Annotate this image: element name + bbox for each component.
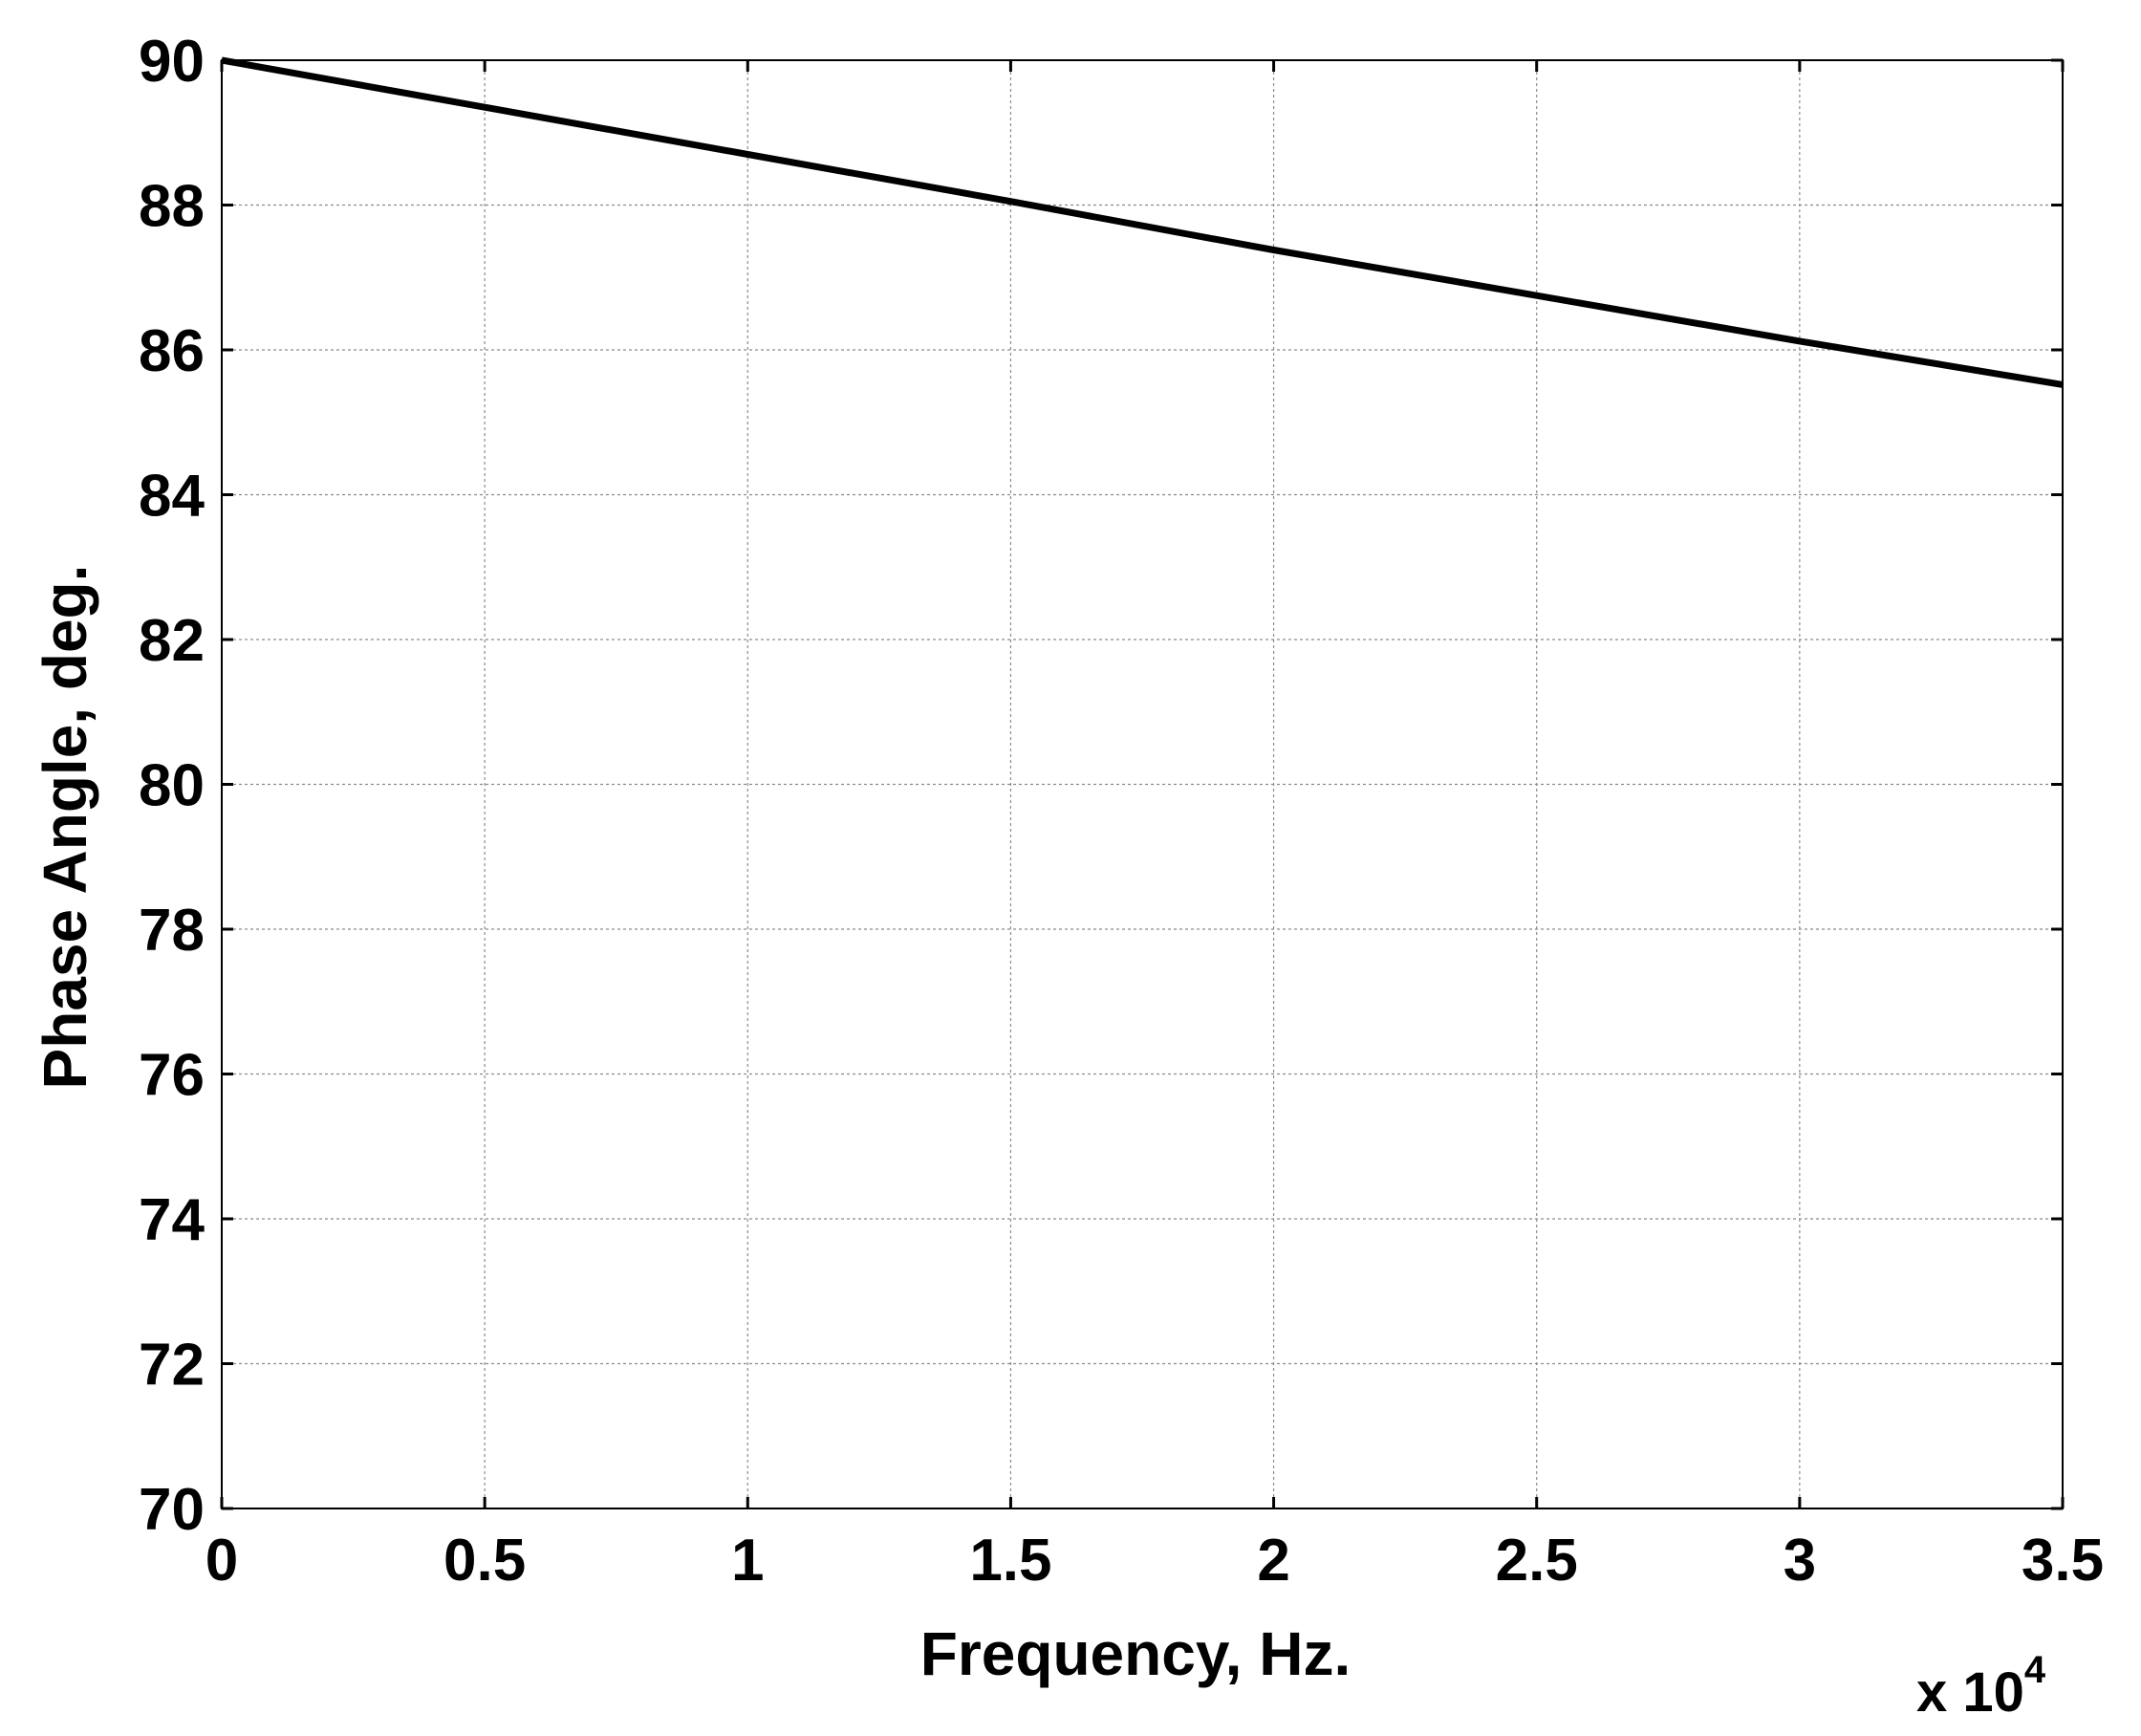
y-tick-labels: 70 72 74 76 78 80 82 84 86 88 90 xyxy=(139,29,205,1543)
x-tick-label: 3.5 xyxy=(2022,1528,2104,1594)
y-axis-label: Phase Angle, deg. xyxy=(31,565,99,1090)
y-tick-label: 80 xyxy=(139,753,205,819)
y-tick-label: 74 xyxy=(139,1187,205,1253)
x-multiplier-exponent: 4 xyxy=(2024,1649,2046,1691)
x-tick-label: 2 xyxy=(1257,1528,1289,1594)
y-tick-label: 70 xyxy=(139,1477,205,1543)
y-tick-label: 90 xyxy=(139,29,205,95)
x-tick-label: 1 xyxy=(731,1528,764,1594)
x-multiplier-label: x 104 xyxy=(1916,1649,2046,1724)
y-tick-label: 78 xyxy=(139,898,205,964)
y-tick-label: 88 xyxy=(139,174,205,240)
y-tick-label: 86 xyxy=(139,318,205,384)
x-tick-label: 1.5 xyxy=(969,1528,1051,1594)
x-tick-label: 0.5 xyxy=(443,1528,526,1594)
x-tick-label: 2.5 xyxy=(1496,1528,1578,1594)
x-tick-labels: 0 0.5 1 1.5 2 2.5 3 3.5 xyxy=(205,1528,2104,1594)
grid-lines xyxy=(222,60,2063,1508)
tick-marks xyxy=(220,58,2065,1510)
series-line xyxy=(221,56,2064,388)
plot-frame xyxy=(221,59,2064,1509)
x-tick-label: 3 xyxy=(1784,1528,1816,1594)
series-layer xyxy=(221,56,2064,388)
x-tick-label: 0 xyxy=(205,1528,238,1594)
y-tick-label: 82 xyxy=(139,608,205,674)
y-tick-label: 72 xyxy=(139,1333,205,1399)
y-tick-label: 76 xyxy=(139,1043,205,1109)
x-multiplier-base: x 10 xyxy=(1916,1661,2024,1724)
x-axis-label: Frequency, Hz. xyxy=(920,1619,1351,1688)
y-tick-label: 84 xyxy=(139,464,205,530)
